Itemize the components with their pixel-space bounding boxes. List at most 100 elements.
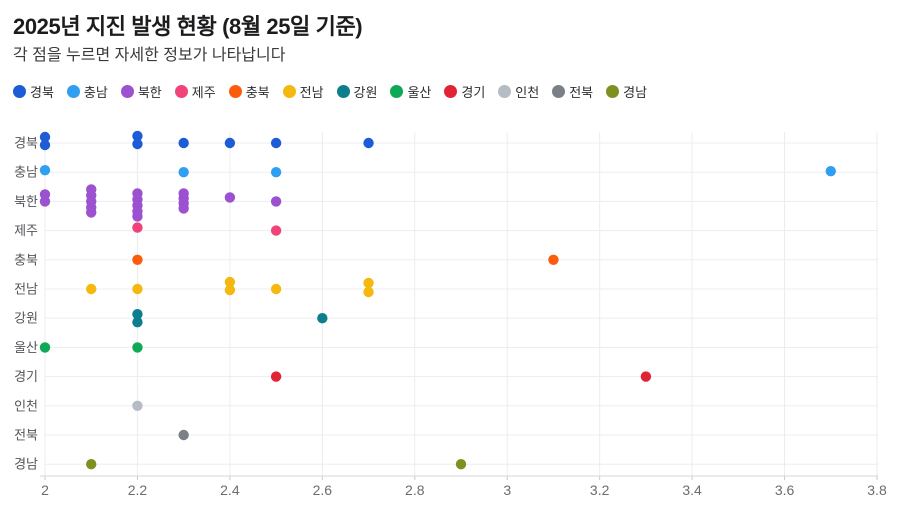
x-axis-label: 2.8 (405, 482, 425, 498)
legend-color-dot (552, 85, 566, 99)
x-axis-label: 3 (503, 482, 511, 498)
x-axis-label: 3.8 (867, 482, 887, 498)
legend-label: 울산 (407, 85, 432, 101)
x-axis-label: 3.6 (775, 482, 795, 498)
legend-color-dot (498, 85, 512, 99)
x-axis-label: 2.6 (313, 482, 333, 498)
legend-label: 인천 (515, 85, 540, 101)
y-axis-label: 울산 (14, 340, 38, 355)
data-point[interactable] (317, 313, 328, 324)
data-point[interactable] (640, 371, 652, 383)
legend-color-dot (66, 85, 80, 99)
legend-item[interactable]: 경남 (606, 82, 647, 101)
data-point[interactable] (270, 284, 282, 295)
legend-label: 제주 (191, 85, 216, 101)
data-point[interactable] (86, 459, 97, 470)
data-point[interactable] (178, 430, 189, 441)
data-point[interactable] (270, 196, 282, 208)
data-point[interactable] (86, 207, 97, 219)
legend-item[interactable]: 충남 (66, 82, 108, 101)
y-axis-label: 인천 (14, 399, 38, 414)
data-point[interactable] (132, 131, 143, 142)
legend-item[interactable]: 경기 (444, 82, 485, 101)
x-axis-label: 2 (41, 482, 49, 498)
data-point[interactable] (270, 138, 282, 149)
legend-item[interactable]: 인천 (498, 82, 539, 101)
chart-legend: 경북 충남 북한 제주 충북 전남 강원 울산 경기 인천 전북 경남 (0, 65, 900, 101)
legend-color-dot (228, 85, 242, 99)
chart-header: 2025년 지진 발생 현황 (8월 25일 기준) 각 점을 누르면 자세한 … (0, 0, 900, 65)
legend-color-dot (120, 85, 134, 99)
legend-item[interactable]: 강원 (336, 82, 378, 101)
y-axis-label: 충북 (14, 253, 38, 268)
data-point[interactable] (39, 140, 51, 151)
data-point[interactable] (178, 167, 189, 178)
data-point[interactable] (224, 192, 236, 204)
earthquake-scatter-chart: 2 2.2 2.4 2.6 2.8 3 3.2 3.4 3.6 3.8 경북충남북한제주충북전남강원… (14, 131, 887, 498)
legend-label: 전북 (569, 85, 594, 101)
legend-color-dot (444, 85, 458, 99)
legend-color-dot (606, 85, 620, 99)
data-point[interactable] (270, 225, 282, 237)
data-point[interactable] (363, 138, 374, 149)
legend-color-dot (13, 85, 26, 99)
data-point[interactable] (178, 203, 189, 215)
y-axis-label: 북한 (14, 194, 38, 209)
x-axis-label: 2.2 (128, 482, 148, 498)
legend-label: 경기 (461, 85, 486, 101)
legend-color-dot (282, 85, 296, 99)
x-axis-label: 3.2 (590, 482, 610, 498)
legend-label: 북한 (137, 85, 162, 101)
data-point[interactable] (132, 222, 143, 234)
data-point[interactable] (825, 166, 836, 177)
legend-item[interactable]: 제주 (174, 82, 216, 101)
legend-item[interactable]: 경북 (13, 82, 54, 101)
y-axis-label: 강원 (14, 311, 38, 326)
data-point[interactable] (270, 371, 282, 383)
y-axis-label: 전북 (14, 428, 38, 443)
y-axis-label: 충남 (14, 165, 38, 180)
data-point[interactable] (132, 309, 143, 320)
legend-item[interactable]: 전남 (282, 82, 324, 101)
data-point[interactable] (178, 138, 189, 149)
data-point[interactable] (132, 401, 143, 412)
data-point[interactable] (132, 139, 143, 150)
data-point[interactable] (224, 138, 236, 149)
legend-color-dot (174, 85, 188, 99)
x-axis-label: 2.4 (220, 482, 240, 498)
data-point[interactable] (455, 459, 467, 470)
data-point[interactable] (363, 278, 374, 289)
legend-color-dot (336, 85, 350, 99)
y-axis-label: 경북 (14, 136, 38, 151)
legend-label: 경남 (623, 85, 648, 101)
y-axis-label: 경기 (14, 370, 38, 385)
legend-item[interactable]: 울산 (390, 82, 431, 101)
data-point[interactable] (363, 287, 374, 298)
data-point[interactable] (39, 342, 51, 354)
legend-label: 충북 (245, 85, 270, 101)
data-point[interactable] (39, 132, 51, 143)
legend-item[interactable]: 충북 (228, 82, 270, 101)
y-axis-label: 제주 (14, 224, 38, 239)
y-axis-label: 전남 (14, 282, 38, 297)
data-point[interactable] (132, 211, 143, 223)
page-title: 2025년 지진 발생 현황 (8월 25일 기준) (13, 14, 363, 39)
data-point[interactable] (224, 285, 236, 296)
legend-label: 충남 (83, 85, 108, 101)
data-point[interactable] (86, 284, 97, 295)
data-point[interactable] (224, 277, 236, 288)
data-point[interactable] (548, 255, 559, 266)
data-point[interactable] (270, 167, 282, 178)
data-point[interactable] (132, 284, 143, 295)
page-subtitle: 각 점을 누르면 자세한 정보가 나타납니다 (13, 47, 286, 65)
data-point[interactable] (132, 342, 143, 354)
legend-label: 전남 (299, 85, 324, 101)
legend-item[interactable]: 전북 (552, 82, 593, 101)
data-point[interactable] (39, 165, 51, 176)
legend-label: 강원 (353, 85, 378, 101)
legend-item[interactable]: 북한 (120, 82, 162, 101)
data-point[interactable] (132, 317, 143, 328)
data-point[interactable] (39, 196, 51, 208)
data-point[interactable] (132, 255, 143, 266)
legend-label: 경북 (30, 85, 54, 101)
